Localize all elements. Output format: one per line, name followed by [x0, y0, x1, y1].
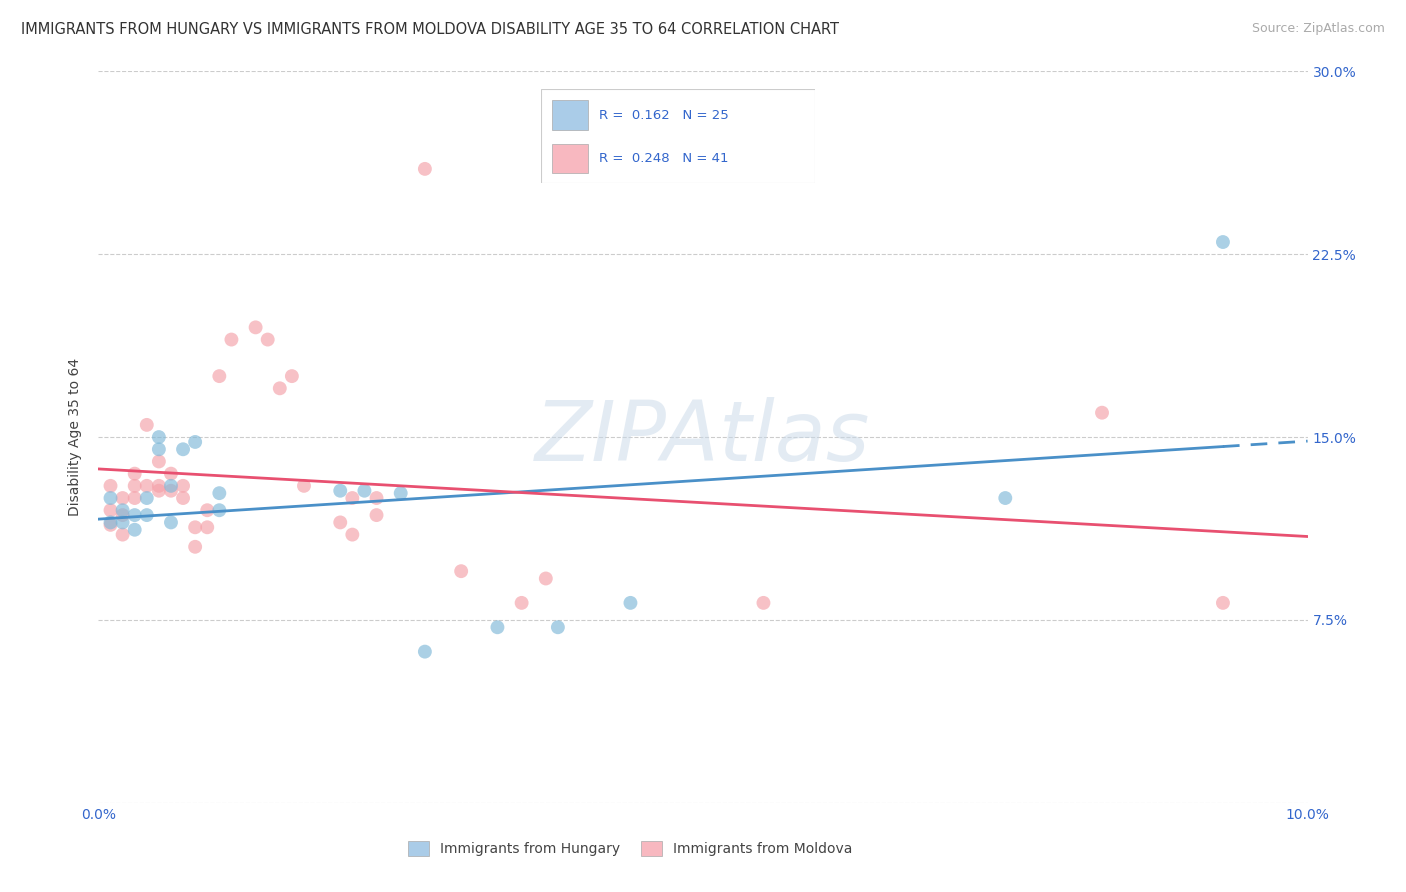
Point	[413, 645, 436, 659]
Point	[100, 491, 122, 505]
Point	[160, 467, 183, 481]
Point	[100, 479, 122, 493]
Point	[994, 491, 1017, 505]
Point	[148, 479, 170, 493]
Point	[534, 572, 557, 586]
Point	[184, 434, 207, 449]
Point	[111, 516, 134, 530]
Point	[1212, 235, 1234, 249]
Point	[135, 479, 157, 493]
Point	[135, 417, 157, 432]
Point	[510, 596, 533, 610]
Point	[160, 516, 183, 530]
Point	[160, 483, 183, 498]
Text: R =  0.248   N = 41: R = 0.248 N = 41	[599, 152, 728, 165]
Y-axis label: Disability Age 35 to 64: Disability Age 35 to 64	[69, 358, 83, 516]
Point	[184, 520, 207, 534]
Point	[342, 491, 364, 505]
Point	[281, 369, 304, 384]
Point	[148, 430, 170, 444]
Point	[208, 369, 231, 384]
Point	[111, 491, 134, 505]
Point	[389, 486, 412, 500]
Point	[256, 333, 278, 347]
Point	[619, 596, 641, 610]
Point	[208, 503, 231, 517]
FancyBboxPatch shape	[553, 144, 588, 173]
Legend: Immigrants from Hungary, Immigrants from Moldova: Immigrants from Hungary, Immigrants from…	[402, 836, 858, 862]
Text: ZIPAtlas: ZIPAtlas	[536, 397, 870, 477]
Point	[329, 483, 352, 498]
Point	[100, 516, 122, 530]
FancyBboxPatch shape	[541, 89, 815, 183]
Text: R =  0.162   N = 25: R = 0.162 N = 25	[599, 109, 728, 122]
Point	[208, 486, 231, 500]
Point	[329, 516, 352, 530]
Point	[342, 527, 364, 541]
Point	[111, 527, 134, 541]
Point	[160, 479, 183, 493]
Point	[100, 517, 122, 532]
Point	[111, 508, 134, 522]
FancyBboxPatch shape	[553, 101, 588, 130]
Point	[366, 508, 388, 522]
Point	[148, 454, 170, 468]
Text: IMMIGRANTS FROM HUNGARY VS IMMIGRANTS FROM MOLDOVA DISABILITY AGE 35 TO 64 CORRE: IMMIGRANTS FROM HUNGARY VS IMMIGRANTS FR…	[21, 22, 839, 37]
Point	[148, 483, 170, 498]
Point	[292, 479, 315, 493]
Point	[172, 491, 194, 505]
Point	[221, 333, 243, 347]
Point	[486, 620, 509, 634]
Point	[547, 620, 569, 634]
Point	[413, 161, 436, 176]
Point	[135, 508, 157, 522]
Point	[1212, 596, 1234, 610]
Point	[172, 442, 194, 457]
Point	[124, 523, 146, 537]
Point	[195, 503, 218, 517]
Point	[184, 540, 207, 554]
Point	[1091, 406, 1114, 420]
Point	[450, 564, 472, 578]
Point	[111, 503, 134, 517]
Text: Source: ZipAtlas.com: Source: ZipAtlas.com	[1251, 22, 1385, 36]
Point	[245, 320, 267, 334]
Point	[124, 508, 146, 522]
Point	[752, 596, 775, 610]
Point	[124, 479, 146, 493]
Point	[269, 381, 291, 395]
Point	[148, 442, 170, 457]
Point	[124, 491, 146, 505]
Point	[135, 491, 157, 505]
Point	[195, 520, 218, 534]
Point	[366, 491, 388, 505]
Point	[172, 479, 194, 493]
Point	[124, 467, 146, 481]
Point	[353, 483, 375, 498]
Point	[100, 503, 122, 517]
